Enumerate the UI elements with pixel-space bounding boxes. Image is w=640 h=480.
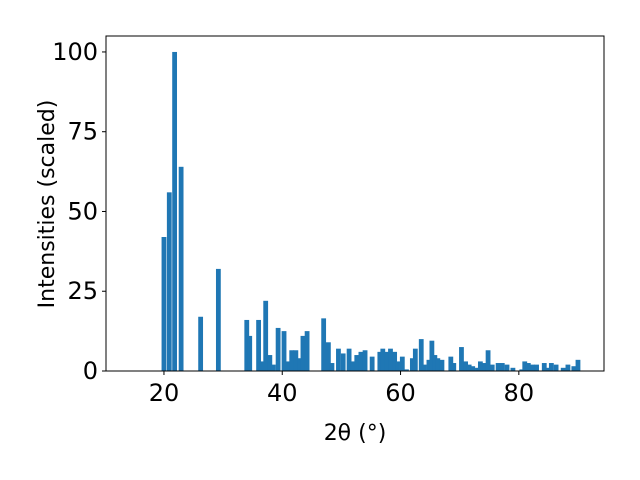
bar [560, 367, 566, 371]
bar [451, 363, 457, 371]
bar [340, 353, 346, 371]
bar [369, 356, 375, 371]
y-axis-label: Intensities (scaled) [35, 100, 60, 309]
bar [548, 363, 554, 371]
bar [421, 364, 427, 371]
bar [435, 358, 441, 371]
bar [448, 356, 454, 371]
bar [178, 166, 184, 371]
x-tick-label: 60 [385, 379, 416, 407]
bar [541, 363, 547, 371]
bar [395, 361, 400, 371]
y-tick-label: 100 [52, 38, 98, 66]
bar [546, 367, 551, 371]
bar [354, 355, 360, 371]
bar [404, 369, 409, 371]
bar [510, 367, 516, 371]
bar [463, 361, 469, 371]
bar [350, 361, 356, 371]
bar [409, 358, 415, 371]
bar [459, 347, 464, 371]
bar [325, 342, 331, 371]
bar [329, 363, 335, 371]
bar [289, 350, 295, 371]
bar [259, 361, 265, 371]
bar [161, 237, 167, 371]
bar [432, 355, 438, 371]
bar [172, 51, 178, 371]
bar [380, 348, 386, 371]
bar [519, 369, 525, 371]
bar [522, 361, 528, 371]
bar [166, 192, 172, 371]
x-tick-label: 40 [267, 379, 298, 407]
bar [384, 351, 390, 371]
bar [244, 319, 250, 371]
bar [534, 364, 539, 371]
bar [571, 366, 577, 371]
bar [575, 359, 581, 371]
bar [388, 348, 393, 371]
bar [281, 331, 287, 371]
bar [321, 318, 327, 371]
bar [412, 348, 418, 371]
bar [439, 359, 445, 371]
bar [285, 361, 291, 371]
bar [530, 364, 535, 371]
bar [198, 316, 204, 371]
bar [346, 348, 352, 371]
bar [300, 335, 306, 371]
bar [499, 363, 505, 371]
bar [399, 356, 405, 371]
bar [495, 363, 501, 371]
bar [426, 359, 432, 371]
y-tick-label: 75 [67, 118, 98, 146]
x-tick-label: 20 [149, 379, 180, 407]
bar [270, 364, 276, 371]
bar [525, 363, 531, 371]
bar [304, 331, 310, 371]
bar [362, 350, 368, 371]
bar [267, 355, 273, 371]
bar [392, 351, 398, 371]
bar [466, 364, 472, 371]
bar [475, 367, 480, 371]
bar [275, 327, 281, 371]
bar [297, 358, 302, 371]
x-axis-label: 2θ (°) [324, 421, 387, 446]
bar [263, 300, 269, 371]
plot-frame [105, 35, 605, 372]
bar [485, 350, 491, 371]
y-tick-label: 25 [67, 277, 98, 305]
bar [470, 366, 476, 371]
bar [256, 319, 261, 371]
bar [215, 268, 221, 371]
y-tick-label: 0 [83, 357, 98, 385]
y-tick-label: 50 [67, 197, 98, 225]
bar [482, 363, 487, 371]
bar [553, 364, 559, 371]
bar [429, 340, 435, 371]
bar [358, 351, 364, 371]
bar [489, 364, 495, 371]
bar [377, 351, 383, 371]
bar [336, 348, 341, 371]
bar [418, 339, 424, 371]
bar [293, 350, 299, 371]
bar [247, 335, 253, 371]
bar [565, 364, 571, 371]
bar [504, 364, 510, 371]
x-tick-label: 80 [504, 379, 535, 407]
bar [477, 361, 483, 371]
